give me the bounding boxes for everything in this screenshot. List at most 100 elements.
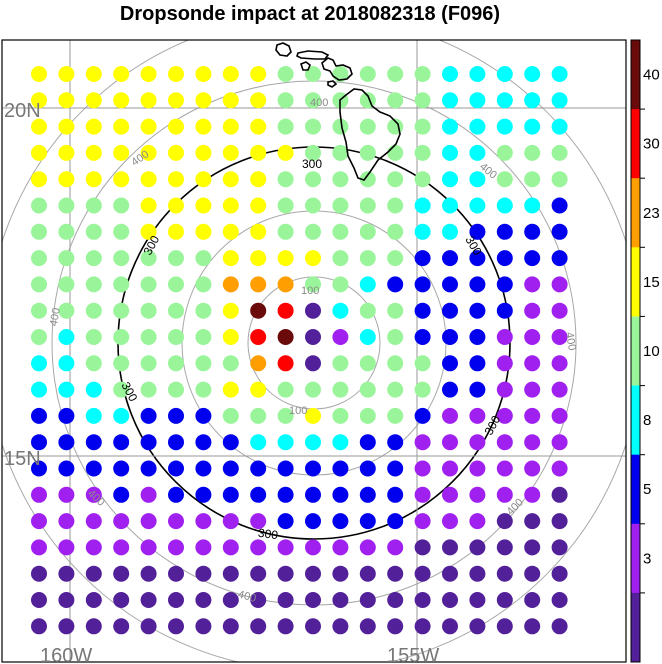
impact-dot — [359, 486, 376, 503]
impact-dot — [85, 381, 102, 398]
impact-dot — [359, 618, 376, 635]
impact-dot — [140, 592, 157, 608]
impact-dot — [414, 302, 431, 319]
impact-dot — [332, 539, 349, 556]
impact-dot — [387, 618, 404, 635]
impact-dot — [359, 407, 376, 424]
impact-dot — [250, 223, 267, 240]
impact-dot — [31, 434, 47, 451]
impact-dot — [250, 92, 267, 109]
impact-dot — [85, 460, 102, 477]
impact-dot — [496, 565, 513, 582]
impact-dot — [113, 197, 130, 214]
impact-dot — [222, 92, 239, 109]
impact-dot — [469, 355, 486, 372]
impact-dot — [387, 197, 404, 214]
impact-dot — [551, 197, 568, 214]
impact-dot — [113, 434, 130, 451]
impact-dot — [250, 460, 267, 477]
impact-dot — [113, 407, 130, 424]
impact-dot — [140, 381, 157, 398]
impact-dot — [31, 118, 47, 135]
impact-dot — [113, 355, 130, 372]
impact-dot — [31, 329, 47, 345]
impact-dot — [414, 66, 431, 82]
impact-dot — [168, 171, 184, 188]
impact-dot — [469, 144, 486, 161]
impact-dot — [140, 460, 157, 477]
impact-dot — [85, 171, 102, 188]
impact-dot — [195, 197, 212, 214]
impact-dot — [332, 329, 349, 345]
impact-dot — [140, 329, 157, 345]
lat-label-20n: 20N — [4, 100, 41, 122]
impact-dot — [524, 539, 541, 556]
impact-dot — [58, 486, 75, 503]
impact-dot — [469, 171, 486, 188]
impact-dot — [387, 223, 404, 240]
impact-dot — [332, 223, 349, 240]
impact-dot — [305, 355, 321, 372]
impact-dot — [58, 565, 75, 582]
impact-dot — [277, 171, 294, 188]
impact-dot — [277, 539, 294, 556]
impact-dot — [222, 434, 239, 451]
impact-dot — [222, 302, 239, 319]
impact-dot — [58, 302, 75, 319]
impact-dot — [332, 118, 349, 135]
impact-dot — [277, 66, 294, 82]
impact-dot — [524, 92, 541, 109]
impact-dot — [359, 171, 376, 188]
impact-dot — [414, 539, 431, 556]
colorbar-segment — [631, 523, 640, 594]
impact-dot — [140, 407, 157, 424]
impact-dot — [113, 513, 130, 530]
impact-dot — [195, 460, 212, 477]
impact-dot — [524, 197, 541, 214]
impact-dot — [414, 250, 431, 267]
impact-dot — [31, 565, 47, 582]
impact-dot — [442, 565, 458, 582]
impact-dot — [277, 434, 294, 451]
impact-dot — [387, 302, 404, 319]
impact-dot — [195, 144, 212, 161]
impact-dot — [469, 118, 486, 135]
impact-dot — [85, 66, 102, 82]
impact-dot — [222, 381, 239, 398]
impact-dot — [140, 618, 157, 635]
impact-dot — [414, 565, 431, 582]
impact-dot — [551, 381, 568, 398]
impact-dot — [359, 276, 376, 293]
impact-dot — [140, 92, 157, 109]
impact-dot — [113, 92, 130, 109]
ring-label-400-bottom: 400 — [237, 589, 258, 605]
impact-dot — [85, 197, 102, 214]
impact-dot — [58, 592, 75, 608]
impact-dot — [222, 407, 239, 424]
impact-dot — [469, 565, 486, 582]
impact-dot — [168, 276, 184, 293]
impact-dot — [359, 223, 376, 240]
impact-dot — [85, 434, 102, 451]
impact-dot — [305, 250, 321, 267]
colorbar-label: 15 — [643, 274, 660, 291]
impact-dot — [524, 381, 541, 398]
impact-dot — [414, 592, 431, 608]
impact-dot — [222, 486, 239, 503]
impact-dot — [442, 302, 458, 319]
impact-dot — [551, 355, 568, 372]
graticule — [2, 40, 626, 662]
impact-dot — [31, 539, 47, 556]
impact-dot — [496, 381, 513, 398]
impact-dot — [332, 565, 349, 582]
impact-dot — [332, 486, 349, 503]
impact-dot — [551, 513, 568, 530]
impact-dot — [551, 276, 568, 293]
impact-dot — [524, 486, 541, 503]
impact-dot — [496, 407, 513, 424]
impact-dot — [168, 407, 184, 424]
impact-dot — [113, 381, 130, 398]
impact-dot — [332, 381, 349, 398]
impact-dot — [414, 618, 431, 635]
impact-dot — [85, 486, 102, 503]
